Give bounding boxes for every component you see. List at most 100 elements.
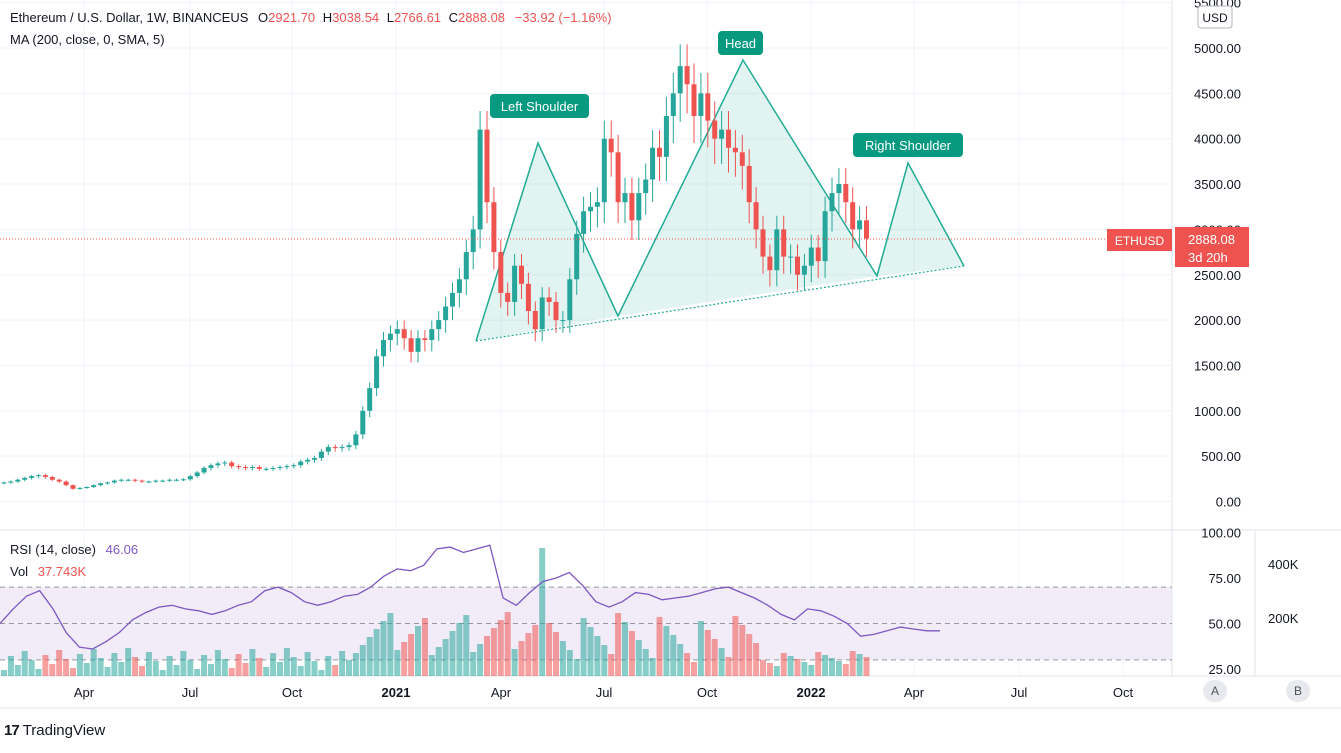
volume-bar xyxy=(497,620,504,676)
volume-bar xyxy=(456,623,463,676)
change-value: −33.92 (−1.16%) xyxy=(514,10,612,25)
open-value: 2921.70 xyxy=(268,10,316,25)
candle xyxy=(353,431,359,450)
candle xyxy=(291,463,297,469)
candle xyxy=(643,163,649,215)
volume-bar xyxy=(1,670,7,676)
time-axis[interactable]: Apr Jul Oct 2021 Apr Jul Oct 2022 Apr Jul Oct xyxy=(74,685,1134,700)
candle xyxy=(588,191,593,232)
candle xyxy=(429,320,435,352)
tradingview-logo[interactable]: 17 TradingView xyxy=(4,722,105,739)
volume-bar xyxy=(732,616,739,676)
price-tick-label: 5000.00 xyxy=(1194,41,1241,56)
price-chart[interactable]: 0.00 500.00 1000.00 1500.00 2000.00 2500.00 30… xyxy=(0,0,1341,710)
volume-bar xyxy=(435,647,442,676)
volume-bar xyxy=(21,651,28,676)
volume-bar xyxy=(573,659,580,676)
candle xyxy=(864,206,869,257)
volume-bar xyxy=(346,660,352,676)
candle xyxy=(29,474,35,480)
volume-bar xyxy=(628,631,635,676)
candle xyxy=(339,444,345,452)
currency-box[interactable]: USD xyxy=(1197,5,1233,29)
volume-bar xyxy=(428,655,435,676)
candle xyxy=(77,487,83,490)
volume-bar xyxy=(228,668,235,676)
volume-bar xyxy=(608,654,615,676)
auto-scale-button[interactable]: A xyxy=(1203,680,1227,702)
volume-bar xyxy=(187,660,194,676)
footer: 17 TradingView xyxy=(0,710,1341,753)
symbol-legend[interactable]: Ethereum / U.S. Dollar, 1W, BINANCEUS O2… xyxy=(10,10,612,25)
candle xyxy=(829,177,835,232)
volume-bar xyxy=(408,634,415,676)
candle xyxy=(270,466,276,472)
rsi-line xyxy=(0,544,940,650)
candle xyxy=(574,220,580,295)
volume-bar xyxy=(125,648,132,676)
price-tag: ETHUSD 2888.08 3d 20h xyxy=(1107,227,1249,267)
volume-bar xyxy=(415,626,421,676)
volume-bar xyxy=(477,644,484,676)
candle xyxy=(401,320,407,350)
close-value: 2888.08 xyxy=(458,10,506,25)
candle xyxy=(615,134,621,224)
volume-bar xyxy=(49,664,56,676)
volume-bar xyxy=(773,666,780,676)
candle xyxy=(222,460,228,467)
volume-bar xyxy=(42,655,49,676)
volume-bar xyxy=(518,641,525,676)
candle xyxy=(857,206,863,249)
volume-bar xyxy=(145,652,152,676)
candle xyxy=(105,481,110,485)
scale-b-button[interactable]: B xyxy=(1286,680,1310,702)
volume-bar xyxy=(401,642,408,676)
candle xyxy=(525,272,531,325)
candle xyxy=(215,461,221,468)
volume-bar xyxy=(711,639,718,676)
volume-bar xyxy=(532,625,539,676)
candle xyxy=(498,239,504,308)
candle xyxy=(560,311,566,333)
price-tick-label: 2000.00 xyxy=(1194,313,1241,328)
volume-bar xyxy=(221,659,228,676)
candle xyxy=(470,215,476,270)
candle xyxy=(663,96,669,181)
candle xyxy=(746,149,752,224)
candle xyxy=(305,457,311,465)
rsi-legend[interactable]: RSI (14, close) 46.06 xyxy=(10,542,138,557)
time-tick-label: Jul xyxy=(596,685,613,700)
price-axis[interactable]: 0.00500.001000.001500.002000.002500.0030… xyxy=(1194,0,1241,510)
rsi-value: 46.06 xyxy=(105,542,139,557)
candle xyxy=(850,187,856,249)
volume-bar xyxy=(111,653,118,676)
time-tick-label: Apr xyxy=(904,685,925,700)
volume-bar xyxy=(822,655,829,676)
price-tick-label: 1000.00 xyxy=(1194,404,1241,419)
volume-bar xyxy=(118,662,125,676)
candle xyxy=(36,473,41,478)
volume-bar xyxy=(842,664,849,676)
candle xyxy=(415,330,421,363)
candle xyxy=(194,471,200,478)
ma-legend[interactable]: MA (200, close, 0, SMA, 5) xyxy=(10,32,165,47)
volume-bar xyxy=(691,662,697,676)
volume-bar xyxy=(277,662,283,676)
price-tick-label: 4000.00 xyxy=(1194,132,1241,147)
left-shoulder-text: Left Shoulder xyxy=(501,99,579,114)
volume-bar xyxy=(649,658,656,676)
candle xyxy=(42,473,48,479)
candle xyxy=(781,215,787,274)
rsi-tick-label: 25.00 xyxy=(1208,662,1241,677)
candle xyxy=(56,478,62,483)
volume-bar xyxy=(760,660,766,676)
volume-bar xyxy=(28,660,35,676)
volume-legend[interactable]: Vol 37.743K xyxy=(10,564,86,579)
volume-bar xyxy=(380,621,387,676)
candle xyxy=(381,331,386,367)
volume-bar xyxy=(256,658,263,676)
volume-bar xyxy=(173,665,180,676)
symbol-name: Ethereum / U.S. Dollar, 1W, BINANCEUS xyxy=(10,10,249,25)
candle xyxy=(125,478,131,482)
candle xyxy=(822,196,828,278)
